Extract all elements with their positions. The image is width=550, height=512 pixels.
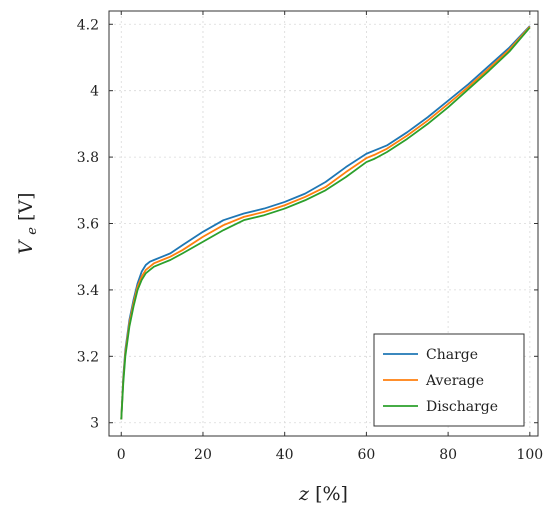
series-line-charge <box>120 25 531 420</box>
legend-label-charge: Charge <box>426 347 478 363</box>
x-tick-label: 0 <box>117 447 126 463</box>
series-lines <box>120 25 531 420</box>
y-axis-label: V e [V] <box>15 192 41 254</box>
axis-ticks: 0 20 40 60 80 100 3 3.2 3.4 3.6 3.8 4 4.2 <box>77 11 543 463</box>
y-tick-label: 4 <box>90 84 99 100</box>
x-axis-label: z [%] <box>298 483 348 505</box>
y-tick-label: 3.6 <box>77 217 99 233</box>
x-axis-unit: [%] <box>315 483 348 505</box>
x-tick-label: 20 <box>194 447 212 463</box>
y-axis-unit: [V] <box>15 192 37 221</box>
x-tick-label: 60 <box>357 447 375 463</box>
x-tick-label: 100 <box>516 447 543 463</box>
y-tick-label: 3 <box>90 416 99 432</box>
x-axis-symbol: z <box>298 483 310 505</box>
y-axis-symbol: V <box>15 239 37 255</box>
legend: Charge Average Discharge <box>373 333 525 427</box>
series-line-average <box>120 26 531 420</box>
y-axis-subscript: e <box>25 227 40 235</box>
grid <box>109 11 538 436</box>
y-tick-label: 3.8 <box>77 150 99 166</box>
legend-label-discharge: Discharge <box>426 399 498 415</box>
y-tick-label: 3.2 <box>77 349 99 365</box>
x-tick-label: 80 <box>439 447 457 463</box>
y-tick-label: 4.2 <box>77 17 99 33</box>
y-tick-label: 3.4 <box>77 283 99 299</box>
legend-label-average: Average <box>425 373 484 389</box>
series-line-discharge <box>120 27 531 420</box>
x-tick-label: 40 <box>276 447 294 463</box>
